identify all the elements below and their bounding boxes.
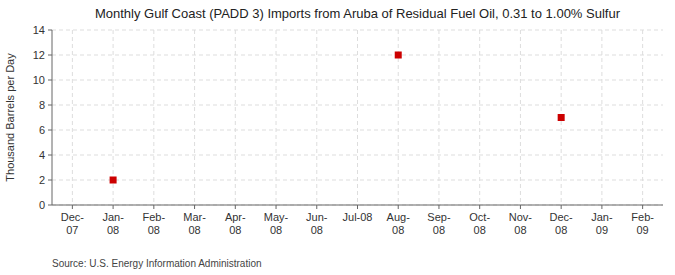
x-tick (438, 205, 439, 209)
y-tick (48, 30, 52, 31)
y-tick (48, 80, 52, 81)
x-tick-label: Jan-09 (591, 211, 613, 236)
x-tick-label: Feb-08 (143, 211, 166, 236)
y-tick (48, 55, 52, 56)
chart: 0 2 4 6 8 10 12 14 Dec-07 Jan-08 Feb-08 Mar-08 Apr-0… (0, 0, 675, 275)
grid (52, 30, 663, 205)
point (395, 52, 402, 59)
x-tick-label: Feb-09 (631, 211, 654, 236)
x-tick-label: Sep-08 (427, 211, 451, 236)
background (0, 0, 675, 275)
point (558, 114, 565, 121)
point (110, 177, 117, 184)
x-tick (194, 205, 195, 209)
y-axis-label: Thousand Barrels per Day (4, 53, 16, 182)
x-grid-line (479, 30, 480, 205)
x-tick-label: Oct-08 (469, 211, 490, 236)
x-tick-label: Dec-08 (550, 211, 574, 236)
x-tick (235, 205, 236, 209)
y-tick (48, 130, 52, 131)
x-tick (642, 205, 643, 209)
y-tick-label: 8 (39, 99, 45, 111)
y-tick-label: 0 (39, 199, 45, 211)
y-grid-line (52, 205, 663, 206)
x-tick (398, 205, 399, 209)
x-grid-line (153, 30, 154, 205)
points (110, 52, 565, 184)
x-grid-line (72, 30, 73, 205)
x-grid-line (438, 30, 439, 205)
y-tick (48, 180, 52, 181)
y-grid-line (52, 155, 663, 156)
y-tick-label: 10 (33, 74, 45, 86)
x-tick (113, 205, 114, 209)
y-tick-label: 4 (39, 149, 45, 161)
source-note: Source: U.S. Energy Information Administ… (52, 258, 262, 269)
x-tick-label: May-08 (264, 211, 289, 236)
x-tick-label: Jun-08 (306, 211, 328, 236)
x-tick-label: Aug-08 (387, 211, 411, 236)
x-grid-line (316, 30, 317, 205)
x-grid-line (235, 30, 236, 205)
x-tick (357, 205, 358, 209)
y-tick-label: 2 (39, 174, 45, 186)
x-tick-label: Mar-08 (183, 211, 206, 236)
x-grid-line (642, 30, 643, 205)
x-axis-line (52, 205, 663, 206)
x-grid-line (357, 30, 358, 205)
x-tick (316, 205, 317, 209)
y-grid-line (52, 105, 663, 106)
x-tick (561, 205, 562, 209)
x-tick (72, 205, 73, 209)
x-tick (276, 205, 277, 209)
y-tick (48, 205, 52, 206)
x-tick-label: Apr-08 (225, 211, 246, 236)
y-tick-label: 12 (33, 49, 45, 61)
x-tick (479, 205, 480, 209)
x-grid-line (194, 30, 195, 205)
x-grid-line (601, 30, 602, 205)
title: Monthly Gulf Coast (PADD 3) Imports from… (95, 6, 621, 21)
y-tick (48, 155, 52, 156)
x-grid-line (520, 30, 521, 205)
y-axis-line (52, 30, 53, 205)
x-tick (601, 205, 602, 209)
y-tick-label: 6 (39, 124, 45, 136)
x-grid-line (276, 30, 277, 205)
x-tick-label: Jan-08 (102, 211, 124, 236)
x-tick (153, 205, 154, 209)
x-tick-label: Dec-07 (61, 211, 85, 236)
x-tick-label: Jul-08 (343, 211, 373, 223)
y-tick-label: 14 (33, 24, 45, 36)
axes: 0 2 4 6 8 10 12 14 Dec-07 Jan-08 Feb-08 Mar-08 Apr-0… (33, 24, 663, 236)
y-tick (48, 105, 52, 106)
chart-container: 0 2 4 6 8 10 12 14 Dec-07 Jan-08 Feb-08 Mar-08 Apr-0… (0, 0, 675, 275)
x-tick (520, 205, 521, 209)
x-tick-label: Nov-08 (509, 211, 533, 236)
